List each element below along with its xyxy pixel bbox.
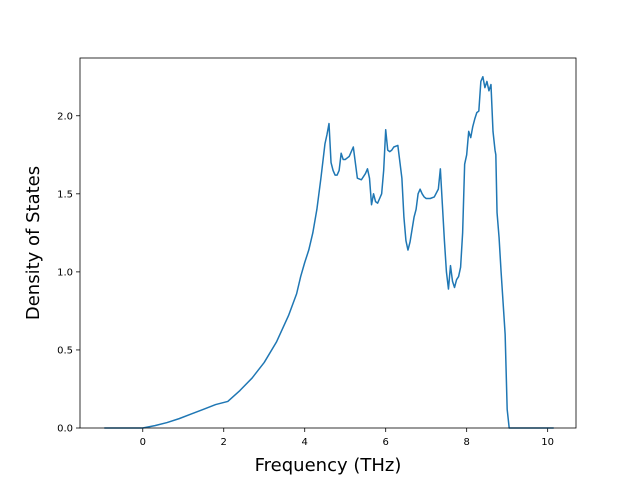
x-tick-label: 8 <box>463 437 469 448</box>
x-tick-label: 10 <box>541 437 554 448</box>
plot-background <box>80 58 576 428</box>
x-tick-label: 0 <box>140 437 146 448</box>
x-tick-label: 2 <box>221 437 227 448</box>
y-axis-label: Density of States <box>23 166 44 320</box>
x-axis-ticks: 0 2 4 6 8 10 <box>140 428 554 448</box>
plot-frame <box>79 57 577 429</box>
y-axis-ticks: 0.0 0.5 1.0 1.5 2.0 <box>57 111 80 435</box>
y-tick-label: 2.0 <box>57 111 73 122</box>
y-tick-label: 1.0 <box>57 267 73 278</box>
series-line <box>104 75 554 429</box>
y-tick-label: 0.5 <box>57 345 73 356</box>
x-axis-label: Frequency (THz) <box>255 455 402 476</box>
y-tick-label: 1.5 <box>57 189 73 200</box>
x-tick-label: 6 <box>383 437 389 448</box>
y-tick-label: 0.0 <box>57 424 73 435</box>
x-tick-label: 4 <box>302 437 308 448</box>
